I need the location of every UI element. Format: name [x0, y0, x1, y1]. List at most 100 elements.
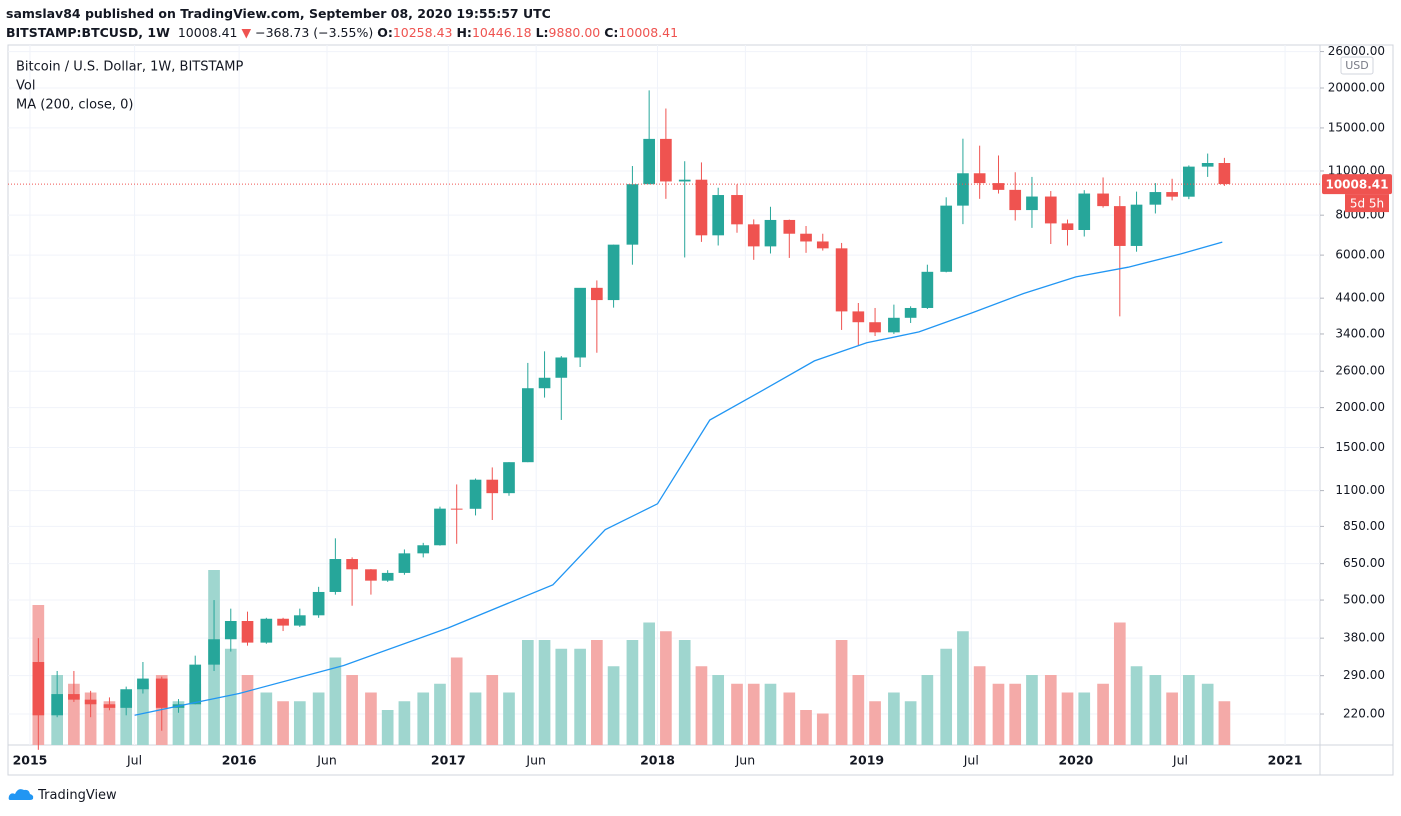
volume-bar	[469, 692, 482, 745]
y-tick-label: 3400.00	[1335, 326, 1385, 340]
candle-body	[155, 678, 168, 708]
candle-body	[921, 271, 934, 308]
candle-body	[469, 479, 482, 509]
volume-bar	[260, 692, 273, 745]
candle-body	[1113, 206, 1126, 246]
publisher-text: samslav84 published on TradingView.com, …	[6, 6, 551, 21]
volume-bar	[574, 648, 586, 745]
volume-bar	[660, 631, 672, 745]
last-price-label: 10008.41	[1325, 178, 1388, 192]
candle-body	[555, 357, 568, 378]
candle-body	[973, 173, 986, 184]
volume-bar	[521, 640, 534, 745]
logo-icon	[8, 789, 34, 800]
legend-title: Bitcoin / U.S. Dollar, 1W, BITSTAMP	[16, 60, 244, 75]
candle-body	[643, 138, 655, 185]
high: 10446.18	[471, 25, 532, 40]
candle-body	[1218, 163, 1231, 185]
candle-body	[68, 694, 80, 700]
volume-bar	[1149, 675, 1162, 745]
change: −368.73 (−3.55%)	[255, 25, 374, 40]
x-tick-label: Jun	[316, 753, 337, 768]
candle-body	[208, 639, 220, 665]
y-tick-label: 2600.00	[1335, 364, 1385, 378]
frame	[7, 44, 1394, 776]
countdown: 5d 5h	[1350, 197, 1384, 211]
volume-bar	[712, 675, 725, 745]
candle-body	[992, 183, 1005, 190]
volume-bar	[626, 640, 639, 745]
volume-bar	[643, 622, 655, 745]
candle-body	[1201, 163, 1214, 167]
x-tick-label: Jul	[1172, 753, 1188, 768]
volume-bar	[68, 683, 80, 745]
candle-body	[277, 618, 289, 626]
currency-box	[1340, 56, 1374, 75]
x-tick-label: 2015	[13, 753, 48, 768]
candle-body	[521, 388, 534, 463]
x-tick-label: Jul	[963, 753, 979, 768]
volume-bar	[678, 640, 691, 745]
c-label: C:	[604, 25, 619, 40]
volume-bar	[277, 701, 289, 745]
volume-bar	[434, 683, 446, 745]
volume-bar	[486, 675, 499, 745]
volume-bar	[1009, 683, 1022, 745]
y-tick-label: 850.00	[1343, 519, 1385, 533]
volume-bar	[293, 701, 306, 745]
price: 10008.41	[177, 25, 238, 40]
overlay-layer	[8, 183, 1320, 716]
volume-bar	[137, 683, 149, 745]
candle-body	[1183, 166, 1195, 197]
x-tick-label: 2017	[431, 753, 466, 768]
volume-bar	[1097, 683, 1109, 745]
volume-bar	[1218, 701, 1231, 745]
volume-bar	[764, 683, 777, 745]
volume-bar	[1044, 675, 1057, 745]
volume-bar	[1078, 692, 1091, 745]
volume-bar	[835, 640, 848, 745]
volume-bar	[695, 666, 708, 745]
y-tick-label: 15000.00	[1328, 120, 1385, 134]
candle-body	[816, 241, 829, 249]
y-tick-label: 290.00	[1343, 668, 1385, 682]
y-tick-label: 500.00	[1343, 593, 1385, 607]
last-price-box	[1322, 174, 1392, 195]
candle-body	[1166, 192, 1178, 197]
candle-body	[346, 559, 358, 570]
y-tick-label: 4400.00	[1335, 291, 1385, 305]
candle-body	[224, 620, 237, 640]
volume-bar	[84, 692, 97, 745]
candle-body	[329, 559, 342, 592]
candle-body	[852, 311, 865, 323]
volume-bar	[800, 710, 812, 745]
x-tick-label: Jun	[735, 753, 756, 768]
x-tick-label: 2021	[1268, 753, 1303, 768]
volume-bar	[241, 675, 254, 745]
candle-body	[678, 179, 691, 182]
volume-bar	[869, 701, 881, 745]
candle-body	[1009, 189, 1022, 211]
candle-body	[869, 322, 881, 333]
legend-ma: MA (200, close, 0)	[16, 98, 133, 113]
candle-body	[32, 662, 45, 716]
candle-body	[312, 591, 325, 616]
legend-volume: Vol	[16, 79, 35, 94]
ma-line	[134, 241, 1223, 716]
volume-bar	[120, 692, 133, 745]
open: 10258.43	[392, 25, 453, 40]
o-label: O:	[377, 25, 393, 40]
volume-bar	[1201, 683, 1214, 745]
volume-bar	[1061, 692, 1074, 745]
candle-body	[591, 287, 603, 301]
close: 10008.41	[618, 25, 679, 40]
candle-body	[904, 307, 917, 318]
candle-body	[486, 479, 499, 494]
candle-body	[626, 184, 639, 245]
candle-body	[764, 219, 777, 247]
y-tick-label: 6000.00	[1335, 248, 1385, 262]
volume-bar	[329, 657, 342, 745]
brand: TradingView	[38, 788, 117, 803]
